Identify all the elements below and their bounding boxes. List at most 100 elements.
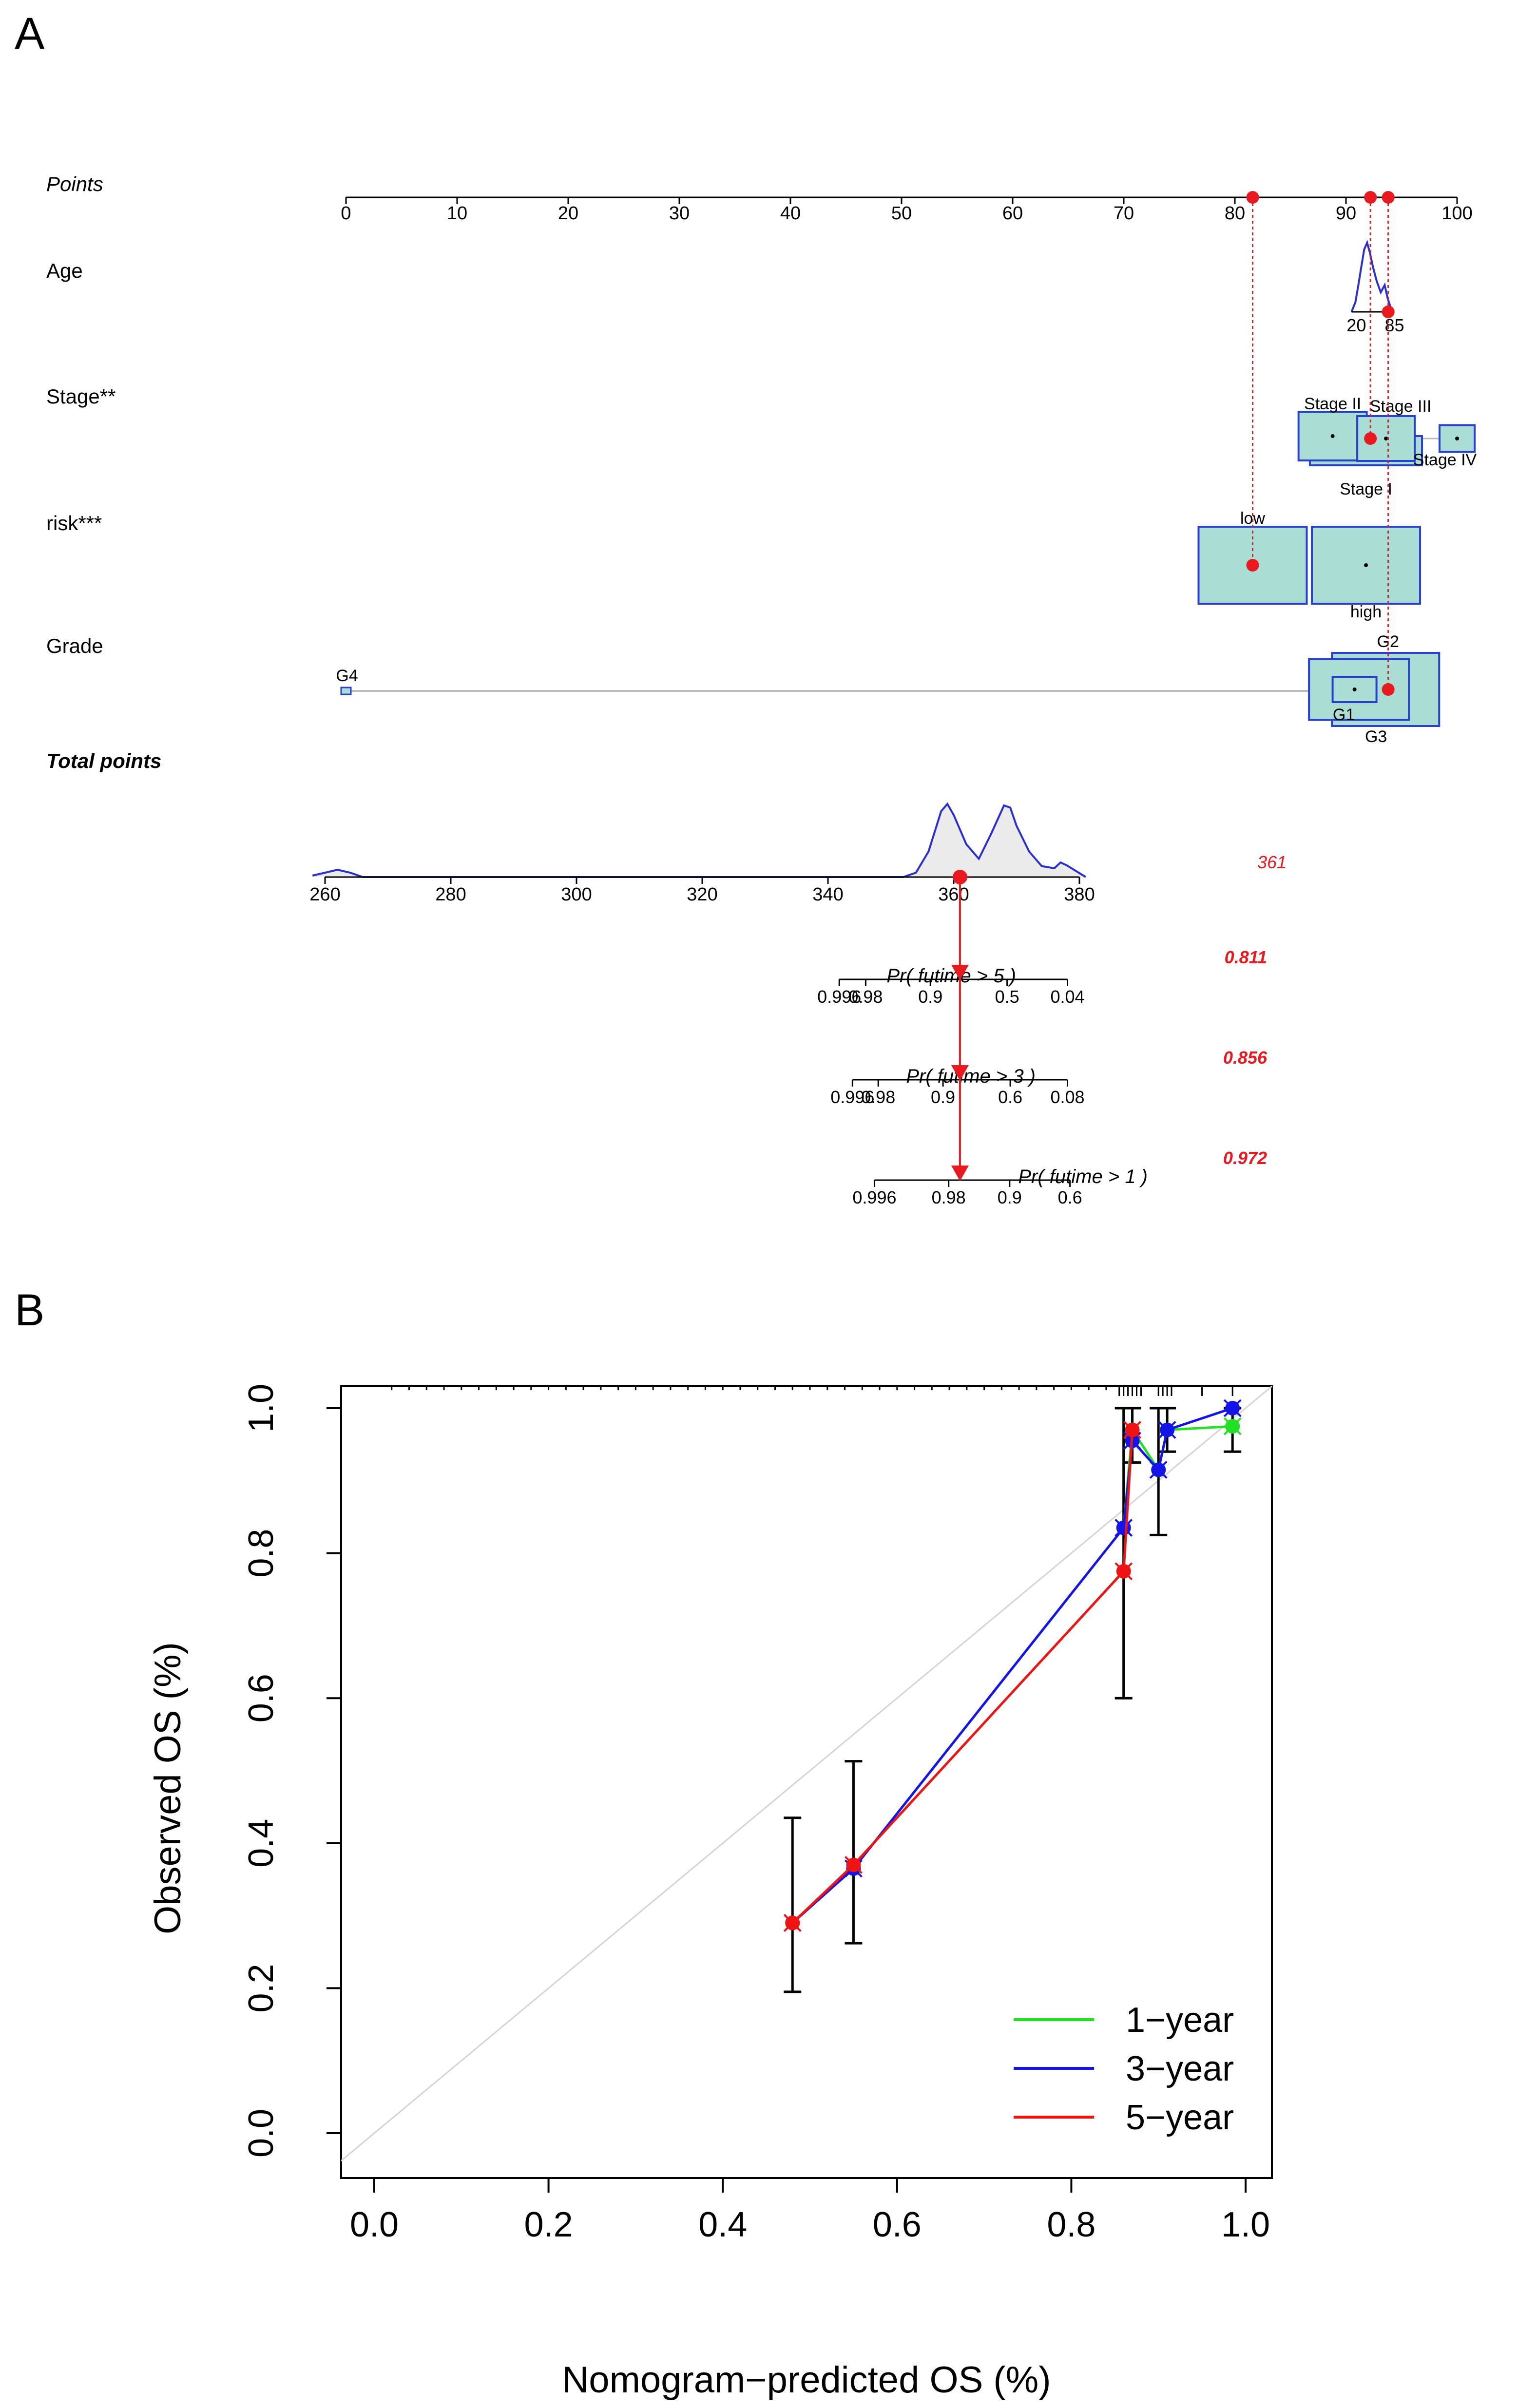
total-points-tick-label: 360 <box>938 884 969 905</box>
patient-point-marker <box>1382 306 1395 318</box>
series-cross-5-year <box>1123 1421 1141 1439</box>
outcome-tick-label: 0.996 <box>830 1087 874 1107</box>
y-tick-label: 0.0 <box>242 2109 281 2158</box>
points-tick-label: 0 <box>341 203 351 224</box>
outcome-3-year-label: Pr( futime > 3 ) <box>906 1066 1036 1087</box>
patient-point-marker <box>1246 559 1259 572</box>
stage-ii-label: Stage II <box>1304 395 1361 413</box>
stage-iv-label: Stage IV <box>1413 451 1477 469</box>
stage-iii-label: Stage III <box>1370 397 1432 416</box>
series-cross-3-year <box>1114 1519 1133 1537</box>
outcome-tick-label: 0.996 <box>852 1187 896 1207</box>
y-tick-label: 0.2 <box>242 1964 281 2012</box>
total-points-tick-label: 320 <box>687 884 717 905</box>
stage-i-label: Stage I <box>1340 480 1392 498</box>
total-points-tick-label: 300 <box>561 884 592 905</box>
total-points-tick-label: 260 <box>309 884 340 905</box>
series-cross-1-year <box>1223 1417 1242 1435</box>
outcome-tick-label: 0.5 <box>995 987 1019 1007</box>
series-line-3-year <box>791 1407 1233 1924</box>
series-line-5-year <box>791 1430 1134 1924</box>
risk-high-dot <box>1364 563 1368 567</box>
predicted-5-year: 0.811 <box>1225 947 1267 967</box>
outcome-tick-label: 0.6 <box>1058 1187 1082 1207</box>
points-tick-label: 100 <box>1441 203 1472 224</box>
calibration-chart: Nomogram−predicted OS (%) Observed OS (%… <box>147 1384 1273 2401</box>
points-tick-label: 10 <box>447 203 467 224</box>
series-cross-3-year <box>1223 1399 1242 1417</box>
outcome-tick-label: 0.9 <box>918 987 942 1007</box>
total-points-tick-label: 340 <box>812 884 843 905</box>
probability-arrow <box>951 965 969 980</box>
series-cross-5-year <box>1114 1562 1133 1581</box>
predicted-3-year: 0.856 <box>1223 1048 1268 1068</box>
patient-point-marker <box>1246 191 1259 204</box>
x-tick-label: 0.8 <box>1047 2205 1095 2244</box>
risk-high-label: high <box>1350 603 1382 621</box>
outcome-tick-label: 0.6 <box>998 1087 1022 1107</box>
panel-label-b: B <box>15 1285 44 1335</box>
points-tick-label: 20 <box>558 203 578 224</box>
series-cross-3-year <box>1149 1461 1168 1479</box>
grade-g1-label: G1 <box>1333 706 1355 724</box>
nomogram: Points Age Stage** risk*** Grade Total p… <box>46 172 1477 1207</box>
y-tick-label: 0.8 <box>242 1529 281 1578</box>
series-cross-5-year <box>844 1856 863 1874</box>
plot-frame <box>340 1385 1273 2179</box>
outcome-1-year-label: Pr( futime > 1 ) <box>1018 1166 1148 1187</box>
ideal-diagonal <box>341 1385 1273 2161</box>
age-label: Age <box>46 259 83 282</box>
y-axis-title: Observed OS (%) <box>147 1642 189 1934</box>
outcome-tick-label: 0.9 <box>931 1087 955 1107</box>
age-density-curve <box>1350 239 1393 312</box>
total-points-label: Total points <box>46 749 161 772</box>
legend-5-year-label: 5−year <box>1126 2098 1234 2137</box>
probability-arrow <box>951 1065 969 1081</box>
patient-point-marker <box>1382 191 1395 204</box>
risk-label: risk*** <box>46 512 102 535</box>
x-tick-label: 0.0 <box>350 2205 399 2244</box>
stage-iv-dot <box>1455 437 1459 440</box>
total-points-tick-label: 380 <box>1064 884 1095 905</box>
series-cross-3-year <box>1158 1421 1176 1439</box>
points-tick-label: 40 <box>780 203 801 224</box>
legend-1-year-label: 1−year <box>1126 2001 1234 2040</box>
x-tick-label: 0.2 <box>524 2205 573 2244</box>
total-points-density-area <box>312 804 1086 877</box>
stage-iv-box <box>1439 424 1476 453</box>
outcome-tick-label: 0.98 <box>848 987 883 1007</box>
total-points-value: 361 <box>1257 852 1287 872</box>
grade-g1-dot <box>1352 688 1357 691</box>
grade-label: Grade <box>46 634 103 657</box>
age-tick-label: 20 <box>1346 315 1366 335</box>
points-tick-label: 60 <box>1002 203 1023 224</box>
series-line-1-year <box>1122 1425 1233 1528</box>
outcome-5-year-label: Pr( futime > 5 ) <box>886 965 1016 987</box>
stage-iii-dot <box>1384 437 1388 440</box>
grade-g4-label: G4 <box>336 667 358 685</box>
y-tick-label: 0.6 <box>242 1674 281 1722</box>
outcome-tick-label: 0.08 <box>1050 1087 1084 1107</box>
legend-3-year-label: 3−year <box>1126 2049 1234 2088</box>
points-tick-label: 30 <box>669 203 690 224</box>
x-axis-title: Nomogram−predicted OS (%) <box>562 2359 1051 2401</box>
outcome-tick-label: 0.98 <box>932 1187 966 1207</box>
risk-low-label: low <box>1240 509 1265 528</box>
points-tick-label: 90 <box>1336 203 1356 224</box>
y-tick-label: 1.0 <box>242 1384 281 1433</box>
outcome-tick-label: 0.9 <box>998 1187 1022 1207</box>
panel-label-a: A <box>15 9 45 58</box>
points-tick-label: 50 <box>891 203 912 224</box>
stage-ii-dot <box>1330 434 1335 438</box>
grade-g4-box <box>340 687 352 695</box>
x-tick-label: 0.4 <box>698 2205 747 2244</box>
outcome-tick-label: 0.98 <box>861 1087 895 1107</box>
outcome-tick-label: 0.04 <box>1050 987 1084 1007</box>
stage-label: Stage** <box>46 385 115 408</box>
grade-g3-label: G3 <box>1365 727 1387 746</box>
points-label: Points <box>46 172 103 195</box>
legend: 1−year 3−year 5−year <box>1014 2001 1234 2137</box>
predicted-1-year: 0.972 <box>1223 1148 1267 1168</box>
series-cross-5-year <box>783 1914 802 1932</box>
